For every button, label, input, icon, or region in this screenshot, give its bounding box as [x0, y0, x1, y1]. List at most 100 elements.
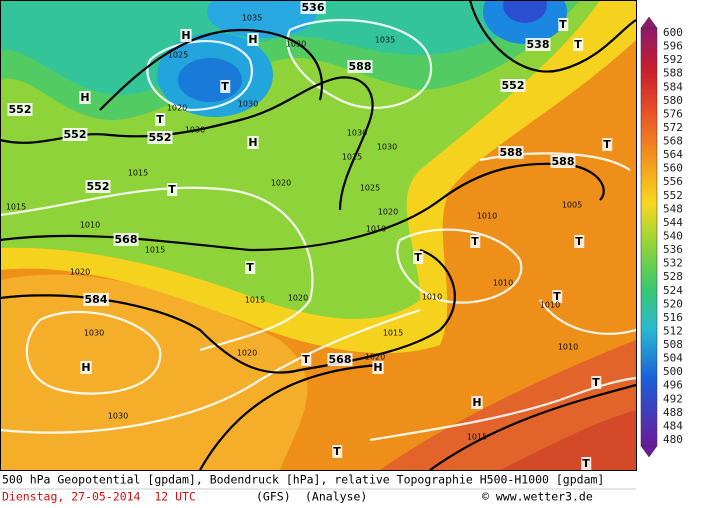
- map-label: 1015: [467, 433, 487, 442]
- map-label: 588: [349, 60, 372, 73]
- map-label: H: [248, 33, 257, 46]
- map-label: H: [472, 396, 481, 409]
- map-label-box: [591, 376, 602, 389]
- map-label: T: [168, 183, 176, 196]
- map-label: 1020: [365, 353, 385, 362]
- map-label-box: [500, 79, 526, 92]
- map-label-box: [62, 128, 88, 141]
- map-label-box: [347, 60, 373, 73]
- colorbar: [640, 27, 658, 447]
- colorbar-label: 556: [663, 175, 683, 188]
- colorbar-label: 508: [663, 338, 683, 351]
- footer-model: (GFS): [256, 490, 291, 504]
- map-label: T: [333, 445, 341, 458]
- map-label: T: [553, 290, 561, 303]
- colorbar-label: 560: [663, 162, 683, 175]
- map-label: 1005: [562, 201, 582, 210]
- colorbar-label: 528: [663, 270, 683, 283]
- map-label: T: [302, 353, 310, 366]
- colorbar-arrow: [640, 445, 658, 458]
- map-label-box: [498, 146, 524, 159]
- map-label-box: [167, 183, 178, 196]
- map-label: 568: [115, 233, 138, 246]
- map-label: 1010: [422, 293, 442, 302]
- colorbar-label: 496: [663, 379, 683, 392]
- map-label: 1030: [286, 40, 306, 49]
- map-label-box: [113, 233, 139, 246]
- map-label: 568: [329, 353, 352, 366]
- map-label-box: [332, 445, 343, 458]
- map-label: 552: [64, 128, 87, 141]
- colorbar-label: 520: [663, 297, 683, 310]
- map-label: T: [575, 235, 583, 248]
- map-label-box: [552, 290, 563, 303]
- map-label-box: [155, 113, 166, 126]
- map-label: T: [603, 138, 611, 151]
- colorbar-label: 516: [663, 311, 683, 324]
- map-label-box: [413, 251, 424, 264]
- colorbar-arrow: [640, 16, 658, 29]
- footer-date: Dienstag, 27-05-2014 12 UTC: [2, 490, 196, 504]
- map-label: 1010: [558, 343, 578, 352]
- map-label: H: [248, 136, 257, 149]
- footer-description: 500 hPa Geopotential [gpdam], Bodendruck…: [2, 473, 604, 487]
- colorbar-label: 492: [663, 392, 683, 405]
- map-label: T: [414, 251, 422, 264]
- map-label: 1025: [342, 153, 362, 162]
- map-label: 1030: [238, 100, 258, 109]
- map-label: 1035: [242, 14, 262, 23]
- map-label-box: [80, 361, 92, 374]
- map-label: 588: [500, 146, 523, 159]
- map-label-box: [245, 261, 256, 274]
- map-label: 588: [552, 155, 575, 168]
- colorbar-label: 572: [663, 121, 683, 134]
- map-label-box: [220, 80, 231, 93]
- map-label-box: [301, 353, 312, 366]
- map-label-box: [327, 353, 353, 366]
- map-label: T: [221, 80, 229, 93]
- map-label-box: [372, 361, 384, 374]
- map-label: T: [471, 235, 479, 248]
- colorbar-label: 580: [663, 94, 683, 107]
- colorbar-label: 500: [663, 365, 683, 378]
- map-label: 1030: [84, 329, 104, 338]
- colorbar-label: 592: [663, 53, 683, 66]
- map-label-box: [83, 293, 109, 306]
- colorbar-labels: 6005965925885845805765725685645605565525…: [663, 26, 683, 446]
- map-label-box: [558, 18, 569, 31]
- footer-credit: © www.wetter3.de: [482, 490, 593, 504]
- map-label: 1015: [245, 296, 265, 305]
- map-label: 1020: [237, 349, 257, 358]
- colorbar-label: 548: [663, 202, 683, 215]
- map-label-box: [602, 138, 613, 151]
- map-label: 1030: [347, 129, 367, 138]
- map-label-box: [247, 136, 259, 149]
- map-label: 1035: [375, 36, 395, 45]
- colorbar-label: 564: [663, 148, 683, 161]
- colorbar-label: 588: [663, 67, 683, 80]
- map-label: 538: [527, 38, 550, 51]
- colorbar-label: 576: [663, 107, 683, 120]
- map-label: H: [81, 361, 90, 374]
- map-label-box: [247, 33, 259, 46]
- map-label: 1020: [378, 208, 398, 217]
- map-label-box: [7, 103, 33, 116]
- map-label: 1025: [168, 51, 188, 60]
- map-label: 1015: [383, 329, 403, 338]
- map-label: 1030: [185, 126, 205, 135]
- colorbar-label: 504: [663, 352, 683, 365]
- colorbar-label: 584: [663, 80, 683, 93]
- colorbar-label: 484: [663, 419, 683, 432]
- map-label: 552: [87, 180, 110, 193]
- map-label-box: [180, 29, 192, 42]
- footer-run: (Analyse): [305, 490, 367, 504]
- map-label: 552: [502, 79, 525, 92]
- map-label: 552: [149, 131, 172, 144]
- map-label-box: [525, 38, 551, 51]
- map-label-box: [470, 235, 481, 248]
- colorbar-label: 540: [663, 230, 683, 243]
- colorbar-label: 600: [663, 26, 683, 39]
- colorbar-label: 488: [663, 406, 683, 419]
- map-label: T: [246, 261, 254, 274]
- map-label: 1015: [128, 169, 148, 178]
